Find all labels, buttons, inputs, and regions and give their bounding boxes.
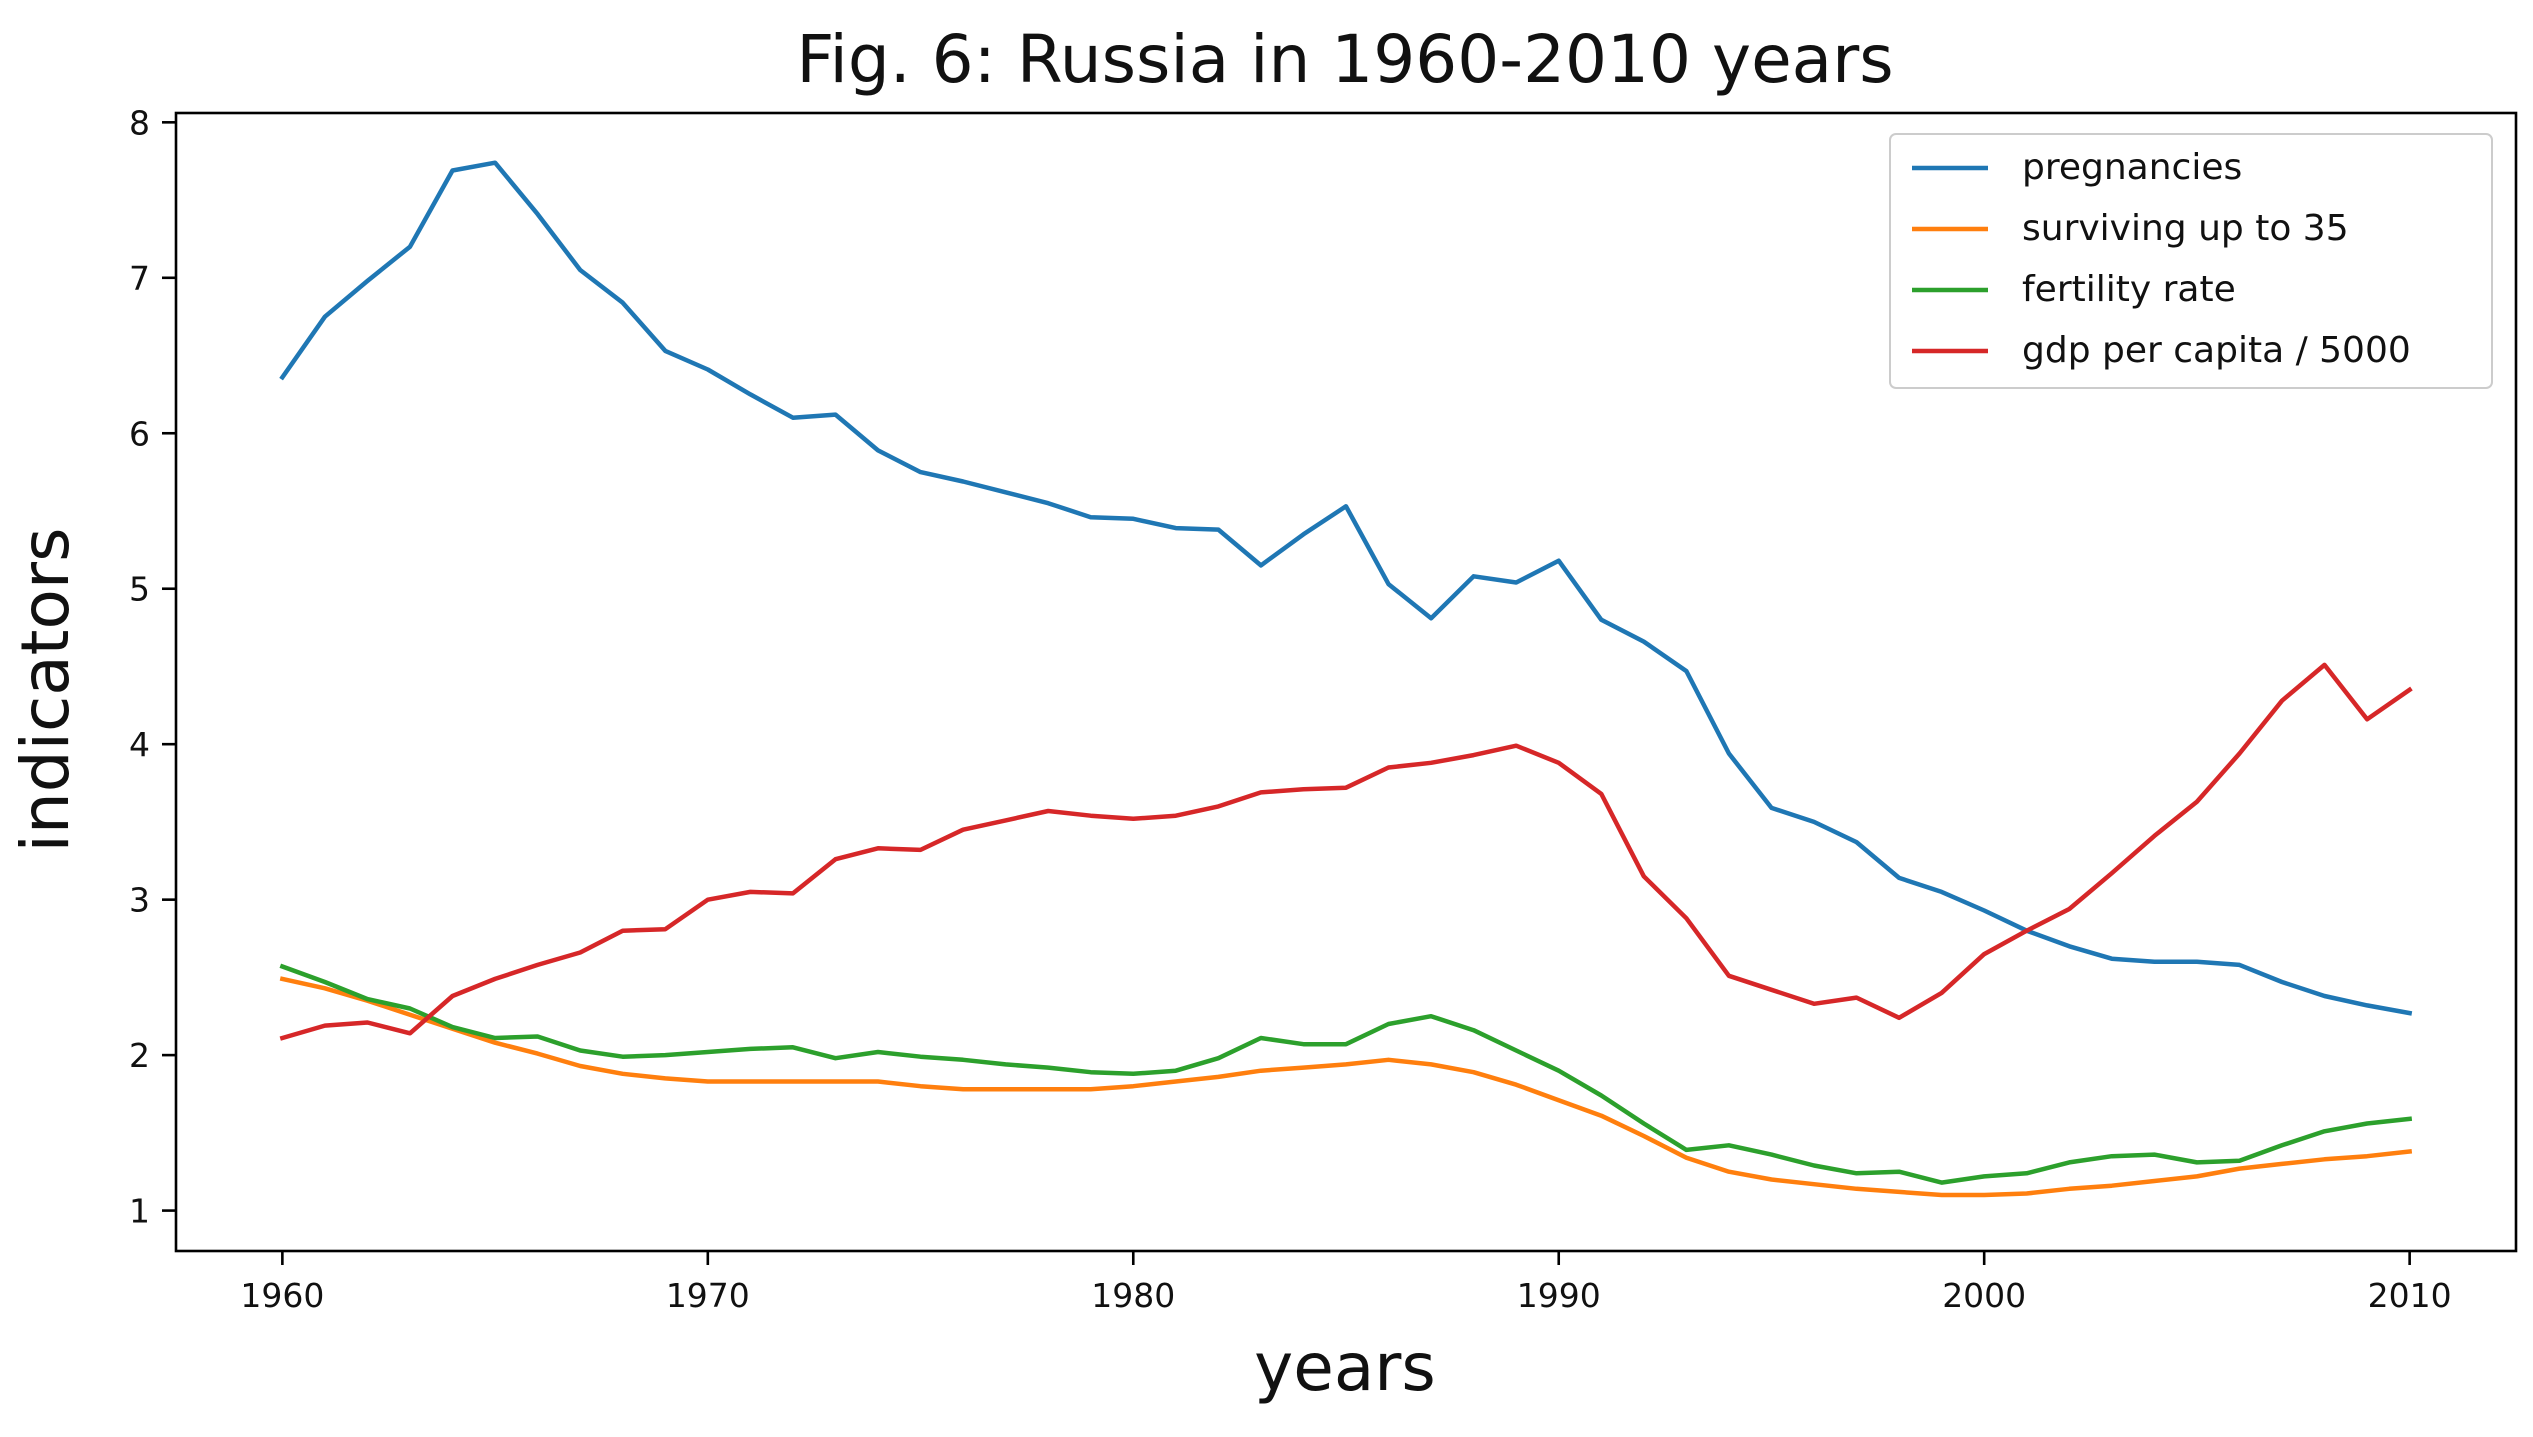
legend-label-fertility-rate: fertility rate (2022, 269, 2236, 310)
y-axis-label: indicators (7, 528, 84, 853)
y-tick-label: 4 (129, 725, 150, 764)
x-tick-label: 1970 (666, 1276, 750, 1315)
series-lines (279, 160, 2413, 1198)
x-tick-label: 1990 (1517, 1276, 1601, 1315)
axis-ticks: 1960 1970 1980 1990 2000 2010 1 2 3 4 5 6 7 8 (129, 103, 2452, 1315)
y-tick-label: 8 (129, 103, 150, 142)
x-tick-label: 2010 (2368, 1276, 2452, 1315)
series-line-gdp-per-capita-5000 (279, 662, 2413, 1041)
y-tick-label: 6 (129, 414, 150, 453)
y-tick-label: 2 (129, 1036, 150, 1075)
series-line-pregnancies (279, 160, 2413, 1016)
x-tick-label: 1960 (240, 1276, 324, 1315)
chart-title: Fig. 6: Russia in 1960-2010 years (796, 21, 1893, 98)
x-axis-label: years (1254, 1329, 1436, 1406)
x-tick-label: 2000 (1942, 1276, 2026, 1315)
legend-label-gdp-per-capita-5000: gdp per capita / 5000 (2022, 330, 2411, 371)
legend-label-surviving-up-to-35: surviving up to 35 (2022, 208, 2349, 249)
x-tick-label: 1980 (1091, 1276, 1175, 1315)
series-line-fertility-rate (279, 963, 2413, 1185)
y-tick-label: 5 (129, 570, 150, 609)
legend: pregnancies surviving up to 35 fertility r… (1889, 133, 2493, 389)
legend-box (1889, 133, 2493, 389)
y-tick-label: 3 (129, 881, 150, 920)
y-tick-label: 1 (129, 1192, 150, 1231)
y-tick-label: 7 (129, 259, 150, 298)
plot-frame (174, 111, 2518, 1253)
series-line-surviving-up-to-35 (279, 976, 2413, 1198)
legend-label-pregnancies: pregnancies (2022, 147, 2242, 188)
legend-items: pregnancies surviving up to 35 fertility r… (1912, 147, 2411, 371)
